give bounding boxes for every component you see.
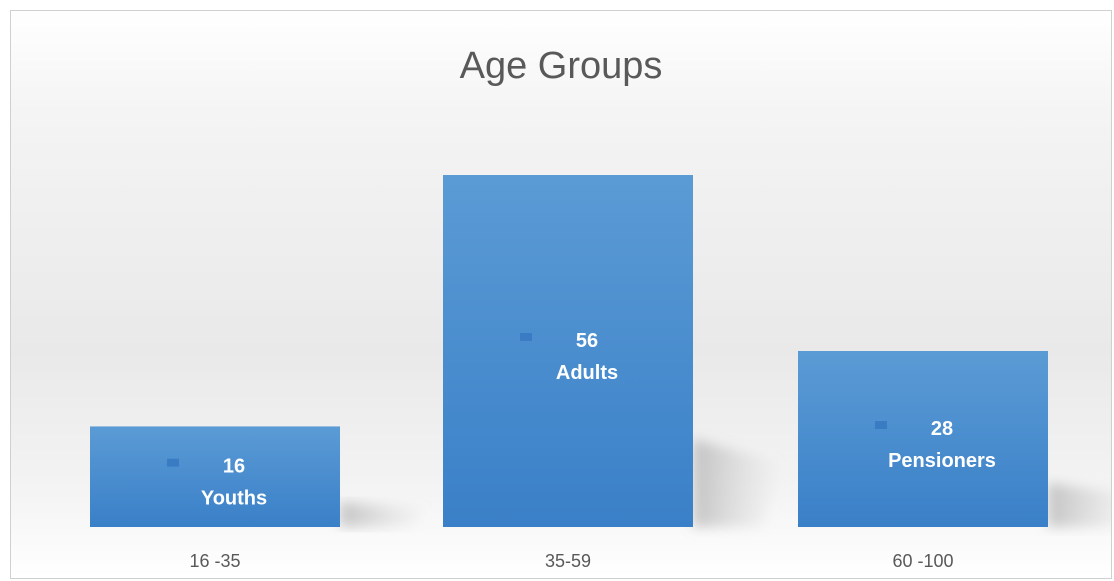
bar-chart-plot: 16 Youths 56 Adults 28 Pensioners 16 -35 35-59… [90, 175, 1111, 571]
bar-name-label: Pensioners [888, 450, 996, 472]
legend-key-marker [167, 458, 179, 467]
legend-key-marker [875, 421, 887, 429]
x-tick-label: 16 -35 [189, 551, 240, 571]
chart-frame: Age Groups 16 Youths 56 Adults 28 Pensioners … [10, 10, 1112, 579]
x-tick-label: 60 -100 [892, 551, 953, 571]
data-labels-group: 16 Youths 56 Adults 28 Pensioners [167, 330, 996, 510]
bar-name-label: Youths [201, 488, 267, 510]
bar-1 [90, 426, 340, 527]
bar-value-label: 28 [931, 418, 953, 440]
legend-key-marker [520, 333, 532, 341]
bar-shadows [340, 439, 1111, 527]
x-tick-label: 35-59 [545, 551, 591, 571]
chart-title: Age Groups [459, 45, 663, 87]
bar-value-label: 56 [576, 330, 598, 352]
bar-shadow [1048, 483, 1111, 527]
bar-name-label: Adults [556, 362, 618, 384]
bar-3 [798, 351, 1048, 527]
bar-value-label: 16 [223, 456, 245, 478]
bar-shadow [693, 439, 783, 527]
bar-shadow [340, 501, 430, 527]
bars-group [90, 175, 1048, 527]
x-tick-labels-group: 16 -35 35-59 60 -100 [189, 551, 953, 571]
bar-2 [443, 175, 693, 527]
